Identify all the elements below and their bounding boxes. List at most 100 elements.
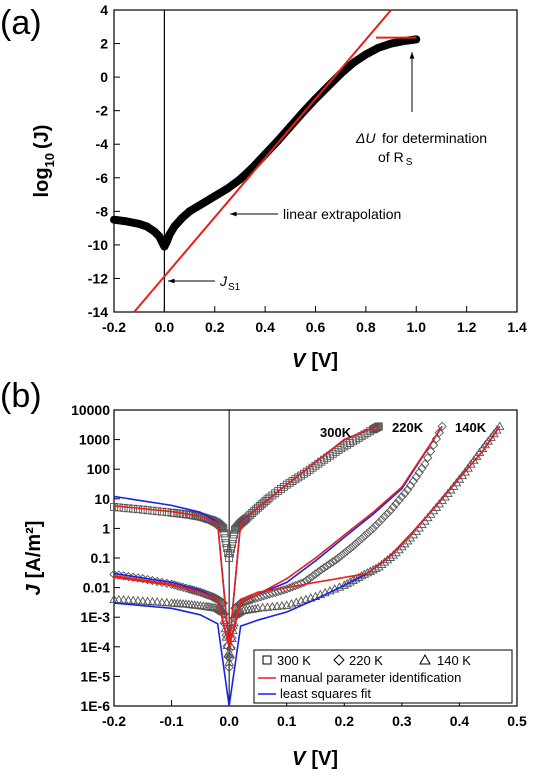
panel-a-ytick-label: -12 — [88, 270, 108, 286]
panel-b-point-140k — [257, 602, 268, 612]
panel-b-point-300k — [110, 503, 118, 511]
panel-a-measured-point — [274, 137, 281, 144]
panel-b-point-140k — [277, 600, 287, 610]
panel-a-measured-point — [211, 193, 218, 200]
panel-a-xlabel: V [V] — [292, 350, 338, 372]
panel-b-point-140k — [223, 648, 233, 658]
panel-a-xtick-label: 0.2 — [205, 319, 225, 335]
panel-b-point-220k — [437, 421, 447, 432]
panel-b-point-140k — [244, 604, 255, 614]
panel-b-point-220k — [296, 578, 306, 589]
panel-b-point-220k — [408, 476, 419, 486]
panel-b-point-140k — [247, 604, 257, 613]
panel-a-marks — [110, 9, 421, 313]
panel-a-ytick-label: 4 — [100, 2, 108, 18]
panel-b-xtick-label: 0.2 — [335, 713, 355, 729]
panel-b-point-140k — [123, 595, 134, 604]
curve-label-300k: 300K — [320, 425, 352, 440]
panel-b-point-220k — [342, 546, 352, 556]
panel-b-point-220k — [382, 508, 393, 519]
panel-a-measured-point — [350, 59, 357, 66]
legend-box — [253, 649, 513, 704]
panel-b-ytick-label: 1E-5 — [80, 668, 110, 684]
curve-label-220k: 220K — [392, 420, 424, 435]
panel-b-point-220k — [434, 427, 444, 438]
panel-b-point-220k — [423, 453, 433, 463]
panel-b-point-220k — [339, 548, 349, 558]
panel-b-point-220k — [405, 480, 416, 491]
panel-b-point-220k — [299, 577, 309, 588]
panel-a-arrow-linear-head — [230, 211, 237, 217]
panel-a-xtick-label: 1.0 — [407, 319, 427, 335]
panel-b-point-140k — [138, 596, 148, 605]
panel-b-point-220k — [328, 557, 338, 567]
panel-a-measured-point — [171, 223, 178, 230]
legend-square-marker — [262, 655, 272, 665]
panel-b-point-220k — [365, 526, 375, 536]
panel-b-ticks: -0.2 -0.1 0.0 0.1 0.2 0.3 0.4 0.5 1E-6 1E-5 1E-4 1E… — [71, 402, 527, 729]
panel-b-point-220k — [374, 517, 384, 528]
panel-b-point-300k — [268, 491, 277, 500]
panel-a-ytick-label: -8 — [96, 203, 109, 219]
panel-b-point-140k — [250, 603, 260, 613]
panel-b-ytick-label: 0.01 — [83, 580, 110, 596]
panel-a-measured-point — [413, 36, 420, 43]
panel-a-xtick-label: 1.2 — [457, 319, 477, 335]
panel-b-ytick-label: 100 — [87, 461, 111, 477]
panel-b-point-220k — [362, 528, 372, 539]
panel-b-point-220k — [394, 495, 404, 505]
panel-b-point-220k — [354, 536, 364, 546]
panel-b-point-220k — [411, 472, 421, 482]
legend: 300 K 220 K 140 K manual parameter ident… — [253, 649, 513, 704]
panel-b-point-220k — [316, 565, 326, 575]
panel-a-arrow-js1-head — [168, 278, 175, 284]
panel-a-ytick-label: -14 — [88, 304, 108, 320]
panel-b-point-140k — [147, 596, 158, 606]
panel-b-point-300k — [220, 529, 229, 538]
panel-b-point-140k — [225, 649, 235, 658]
panel-b-point-140k — [253, 603, 263, 612]
panel-b-point-220k — [333, 553, 344, 563]
panel-b-point-300k — [218, 523, 227, 532]
panel-b-point-140k — [241, 605, 252, 614]
legend-300k: 300 K — [277, 653, 311, 668]
panel-a-measured-point — [151, 228, 158, 235]
panel-b-point-140k — [109, 594, 119, 603]
panel-b-point-140k — [267, 601, 278, 611]
panel-a-measured-point — [143, 223, 150, 230]
panel-b-xtick-label: -0.1 — [160, 713, 184, 729]
panel-label-b: (b) — [0, 377, 42, 415]
panel-b-point-220k — [351, 539, 361, 549]
panel-a-measured-point — [236, 176, 243, 183]
panel-b-point-220k — [225, 652, 235, 663]
panel-a-arrow-delta-u-head — [409, 52, 415, 59]
panel-a-ytick-label: -2 — [96, 103, 109, 119]
panel-a-measured-point — [156, 233, 163, 240]
panel-label-a: (a) — [0, 4, 42, 42]
panel-b-point-300k — [274, 487, 283, 496]
panel-b-point-220k — [218, 598, 229, 608]
panel-b-point-220k — [243, 595, 253, 606]
panel-b-point-140k — [133, 595, 143, 605]
panel-a-ytick-label: 0 — [100, 69, 108, 85]
legend-220k: 220 K — [349, 653, 383, 668]
panel-b-point-220k — [359, 531, 370, 541]
panel-a-plot: -0.2 0.0 0.2 0.4 0.6 0.8 1.0 1.2 1.4 -14 -12 -10 -8 -… — [31, 2, 527, 372]
panel-b-point-220k — [313, 567, 324, 577]
panel-b-point-220k — [397, 492, 407, 502]
panel-b-point-140k — [161, 597, 172, 607]
panel-b-ytick-label: 1E-6 — [80, 698, 110, 714]
panel-a-measured-point — [123, 218, 130, 225]
panel-b-point-220k — [325, 559, 335, 569]
annotation-js1: JS1 — [219, 273, 241, 293]
panel-b-ytick-label: 10000 — [71, 402, 110, 418]
panel-b-point-300k — [239, 516, 248, 525]
panel-b-xtick-label: 0.0 — [219, 713, 239, 729]
panel-b-point-140k — [142, 596, 153, 605]
panel-b-point-220k — [348, 541, 358, 551]
panel-b-xlabel: V [V] — [292, 748, 338, 770]
panel-b-manual-fit-140k — [113, 425, 501, 647]
